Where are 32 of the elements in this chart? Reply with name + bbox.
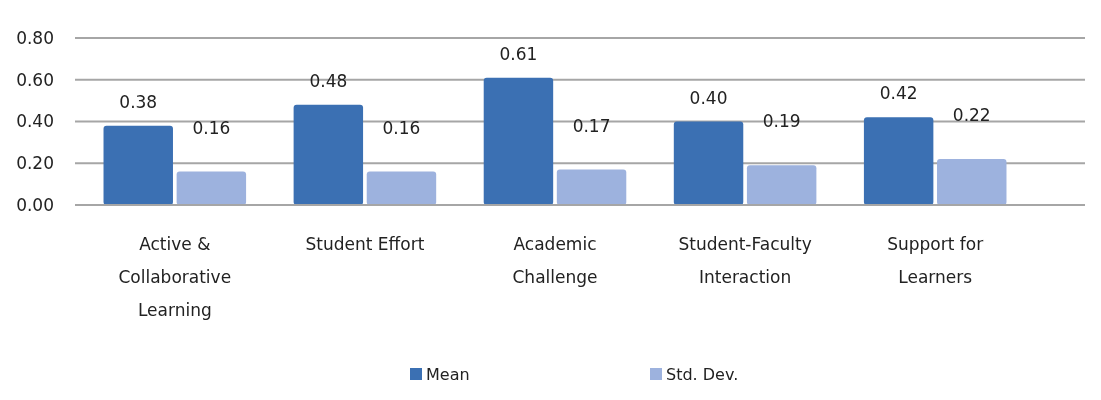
y-tick-label: 0.80 <box>16 27 54 48</box>
x-tick-label: Student Effort <box>305 234 425 254</box>
bar <box>937 159 1007 205</box>
data-label: 0.42 <box>879 83 918 104</box>
x-tick-label: Active & Collaborative Learning <box>118 234 232 320</box>
data-label: 0.22 <box>952 105 991 126</box>
data-label: 0.16 <box>192 117 231 138</box>
bar <box>863 117 934 205</box>
bar <box>483 77 554 205</box>
legend-label: Std. Dev. <box>666 365 739 384</box>
data-label: 0.16 <box>382 117 421 138</box>
data-label: 0.19 <box>762 111 801 132</box>
y-tick-label: 0.60 <box>16 69 54 90</box>
y-tick-label: 0.00 <box>16 194 54 215</box>
data-label: 0.48 <box>309 70 348 91</box>
bar <box>103 125 173 205</box>
data-label: 0.38 <box>119 91 158 112</box>
data-label: 0.61 <box>499 43 538 64</box>
x-tick-label: Student-Faculty Interaction <box>678 234 812 287</box>
bar <box>176 171 247 205</box>
bar <box>556 169 627 205</box>
legend-label: Mean <box>426 365 470 384</box>
bar <box>366 171 437 205</box>
data-label: 0.17 <box>572 115 611 136</box>
data-label: 0.40 <box>689 87 728 108</box>
bar <box>293 104 364 205</box>
y-tick-label: 0.40 <box>16 111 54 132</box>
bar <box>746 165 817 205</box>
x-tick-label: Academic Challenge <box>512 234 598 287</box>
y-tick-label: 0.20 <box>16 153 54 174</box>
x-tick-label: Support for Learners <box>887 234 984 287</box>
bar <box>673 121 744 205</box>
